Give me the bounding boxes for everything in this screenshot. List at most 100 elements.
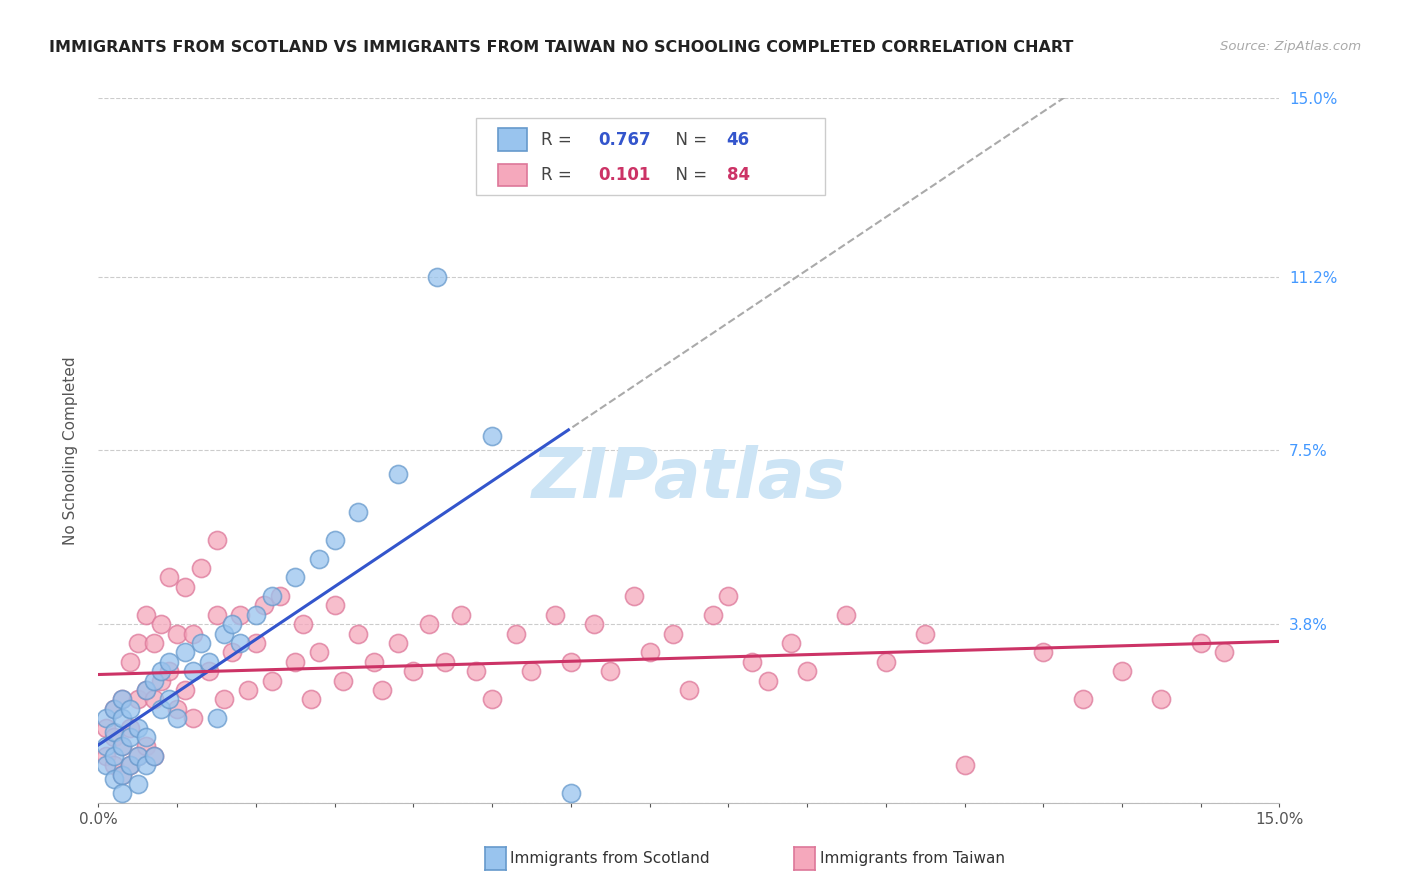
Point [127, 692, 149, 706]
Point [166, 702, 188, 716]
Point [1213, 645, 1236, 659]
Point [702, 607, 724, 622]
Point [150, 665, 173, 679]
Point [214, 692, 236, 706]
Point [111, 692, 134, 706]
Point [426, 269, 449, 284]
Point [332, 673, 354, 688]
Point [135, 607, 157, 622]
Point [166, 711, 188, 725]
Point [96, 758, 118, 772]
Point [796, 665, 818, 679]
Point [1032, 645, 1054, 659]
Point [741, 655, 763, 669]
Point [1189, 636, 1212, 650]
Point [96, 739, 118, 754]
Point [190, 636, 212, 650]
Point [662, 626, 685, 640]
Point [157, 692, 180, 706]
Point [205, 711, 228, 725]
Point [181, 665, 204, 679]
Point [111, 767, 134, 781]
Point [174, 645, 197, 659]
Point [96, 748, 118, 763]
Point [347, 504, 370, 518]
Point [583, 617, 606, 632]
Point [157, 665, 180, 679]
Point [157, 570, 180, 584]
Point [118, 721, 141, 735]
Point [205, 607, 228, 622]
Point [229, 636, 252, 650]
Point [135, 683, 157, 698]
Point [560, 786, 582, 800]
Point [560, 655, 582, 669]
Text: IMMIGRANTS FROM SCOTLAND VS IMMIGRANTS FROM TAIWAN NO SCHOOLING COMPLETED CORREL: IMMIGRANTS FROM SCOTLAND VS IMMIGRANTS F… [49, 40, 1074, 55]
Point [245, 636, 267, 650]
Point [387, 467, 409, 481]
Point [96, 711, 118, 725]
Text: Source: ZipAtlas.com: Source: ZipAtlas.com [1220, 40, 1361, 54]
Point [127, 721, 149, 735]
Point [835, 607, 858, 622]
Point [717, 589, 740, 603]
Point [135, 730, 157, 744]
Point [756, 673, 779, 688]
Point [1071, 692, 1094, 706]
Point [450, 607, 472, 622]
Point [127, 748, 149, 763]
Point [142, 748, 165, 763]
Text: 84: 84 [727, 166, 749, 185]
Point [1111, 665, 1133, 679]
Y-axis label: No Schooling Completed: No Schooling Completed [63, 356, 77, 545]
Point [181, 711, 204, 725]
Text: 0.101: 0.101 [598, 166, 651, 185]
Point [150, 702, 173, 716]
Text: ZIPatlas: ZIPatlas [531, 445, 846, 512]
Point [127, 777, 149, 791]
Point [150, 673, 173, 688]
Point [103, 702, 125, 716]
Point [402, 665, 425, 679]
Point [1150, 692, 1173, 706]
Point [142, 692, 165, 706]
Point [111, 739, 134, 754]
Point [181, 626, 204, 640]
Text: 46: 46 [727, 130, 749, 149]
Point [103, 730, 125, 744]
Point [347, 626, 370, 640]
Point [103, 725, 125, 739]
Point [135, 683, 157, 698]
Point [599, 665, 621, 679]
Point [623, 589, 645, 603]
Point [292, 617, 315, 632]
Text: Immigrants from Scotland: Immigrants from Scotland [510, 851, 710, 865]
Point [505, 626, 527, 640]
Point [150, 617, 173, 632]
Point [118, 655, 141, 669]
Point [433, 655, 456, 669]
Text: R =: R = [541, 166, 578, 185]
Point [96, 721, 118, 735]
Point [953, 758, 976, 772]
Point [174, 580, 197, 594]
Point [465, 665, 488, 679]
Point [103, 702, 125, 716]
Point [103, 748, 125, 763]
Point [142, 636, 165, 650]
Point [111, 692, 134, 706]
Point [166, 626, 188, 640]
Text: R =: R = [541, 130, 578, 149]
Text: N =: N = [665, 166, 713, 185]
Point [214, 626, 236, 640]
Point [481, 692, 503, 706]
Point [520, 665, 543, 679]
Point [875, 655, 897, 669]
Point [229, 607, 252, 622]
Point [371, 683, 394, 698]
Point [103, 772, 125, 787]
Point [260, 673, 283, 688]
Point [190, 561, 212, 575]
Point [197, 655, 219, 669]
Point [118, 702, 141, 716]
